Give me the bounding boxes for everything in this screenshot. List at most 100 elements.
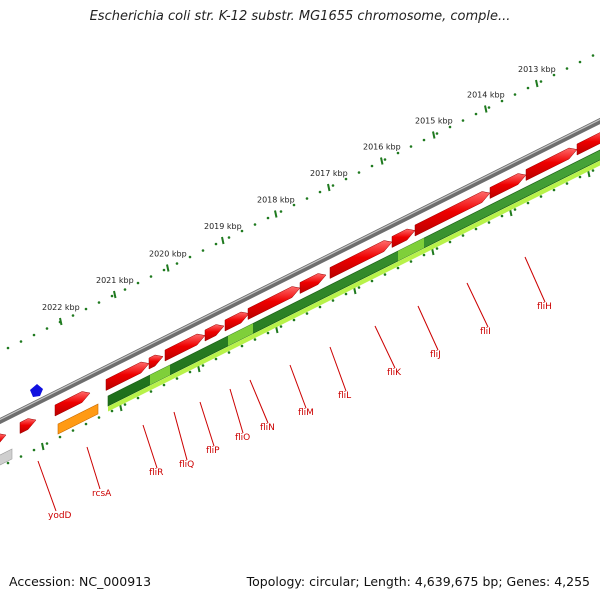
tick-dot xyxy=(396,151,400,155)
rcsA-feature[interactable] xyxy=(57,403,99,435)
major-tick xyxy=(484,105,488,113)
tick-dot xyxy=(591,54,595,57)
tick-dot xyxy=(162,268,166,272)
tick-label: 2020 kbp xyxy=(149,250,187,259)
gene-feature[interactable] xyxy=(299,273,327,294)
tick-dot xyxy=(32,333,36,337)
tick-dot xyxy=(383,158,387,161)
tick-dot xyxy=(305,197,309,200)
tick-dot xyxy=(110,294,114,298)
gene-feature[interactable] xyxy=(148,354,164,370)
tick-dot xyxy=(201,249,205,252)
tick-dot xyxy=(6,346,10,350)
gene-label-fliO[interactable]: fliO xyxy=(235,433,250,443)
inner-tick-dot xyxy=(474,227,478,231)
gene-feature[interactable] xyxy=(525,147,578,181)
marker-icon[interactable] xyxy=(30,384,43,397)
major-tick xyxy=(535,79,539,88)
inner-tick-dot xyxy=(318,305,322,309)
gene-pointer-line xyxy=(229,388,244,434)
tick-label: 2018 kbp xyxy=(257,196,295,205)
inner-tick-dot xyxy=(331,299,335,302)
tick-dot xyxy=(331,184,335,187)
inner-tick-dot xyxy=(305,312,309,315)
inner-tick-dot xyxy=(32,448,36,452)
gene-feature[interactable] xyxy=(576,131,600,156)
gene-feature[interactable] xyxy=(391,228,416,248)
tick-dot xyxy=(45,327,49,330)
gene-feature[interactable] xyxy=(0,433,7,450)
gene-label-fliJ[interactable]: fliJ xyxy=(430,350,441,360)
cds-segment[interactable] xyxy=(228,323,253,347)
inner-tick-dot xyxy=(227,351,231,354)
tick-dot xyxy=(292,203,296,207)
accession-label: Accession: NC_000913 xyxy=(9,574,152,589)
tick-label: 2013 kbp xyxy=(518,65,556,74)
inner-tick-dot xyxy=(162,383,166,387)
major-tick xyxy=(327,183,331,192)
inner-tick-dot xyxy=(461,234,465,237)
gene-label-yodD[interactable]: yodD xyxy=(48,511,72,521)
inner-tick-dot xyxy=(448,240,452,244)
gene-label-fliQ[interactable]: fliQ xyxy=(179,460,194,470)
cds-segment[interactable] xyxy=(150,365,170,385)
inner-tick-dot xyxy=(552,188,556,192)
gene-label-fliI[interactable]: fliI xyxy=(480,327,491,337)
gene-feature[interactable] xyxy=(224,311,250,332)
gene-feature[interactable] xyxy=(54,391,91,417)
gene-feature[interactable] xyxy=(204,324,225,342)
cds-track[interactable] xyxy=(107,144,600,407)
inner-tick-dot xyxy=(84,422,88,426)
tick-dot xyxy=(500,99,504,103)
gene-feature[interactable] xyxy=(164,333,206,362)
inner-tick-dot xyxy=(292,318,296,322)
tick-dot xyxy=(188,255,192,259)
gene-feature[interactable] xyxy=(329,240,393,279)
inner-tick-dot xyxy=(279,325,283,328)
tick-dot xyxy=(279,210,283,213)
gene-label-fliM[interactable]: fliM xyxy=(298,408,314,418)
inner-tick-dot xyxy=(357,286,361,289)
gene-feature[interactable] xyxy=(19,418,37,434)
tick-dot xyxy=(214,242,218,246)
gene-label-fliL[interactable]: fliL xyxy=(338,391,351,401)
inner-tick-dot xyxy=(344,292,348,296)
inner-tick-dot xyxy=(149,390,153,393)
tick-dot xyxy=(240,229,244,233)
tick-dot xyxy=(461,119,465,122)
cds-segment[interactable] xyxy=(398,238,424,261)
gene-label-fliR[interactable]: fliR xyxy=(149,468,163,478)
gene-label-fliK[interactable]: fliK xyxy=(387,368,402,378)
inner-tick-dot xyxy=(409,260,413,263)
gene-label-rcsA[interactable]: rcsA xyxy=(92,489,112,499)
tick-dot xyxy=(19,340,23,343)
cds-sub-track[interactable] xyxy=(108,155,600,412)
gene-feature[interactable] xyxy=(105,361,150,391)
tick-dot xyxy=(71,314,75,317)
major-tick xyxy=(166,264,170,272)
tick-dot xyxy=(565,67,569,70)
major-tick xyxy=(59,317,63,326)
inner-tick-dot xyxy=(526,201,530,205)
gene-pointer-line xyxy=(466,282,489,328)
tick-label: 2015 kbp xyxy=(415,117,453,126)
major-tick xyxy=(221,236,225,245)
inner-tick-dot xyxy=(188,370,192,374)
gene-feature[interactable] xyxy=(247,286,301,320)
tick-dot xyxy=(84,307,88,311)
gene-label-fliH[interactable]: fliH xyxy=(537,302,552,312)
gene-label-fliN[interactable]: fliN xyxy=(260,423,275,433)
inner-tick-dot xyxy=(110,409,114,413)
gene-feature[interactable] xyxy=(489,173,527,199)
gene-pointer-line xyxy=(37,460,57,512)
gene-label-fliP[interactable]: fliP xyxy=(206,446,220,456)
gene-pointer-line xyxy=(417,305,439,351)
tick-dot xyxy=(344,177,348,181)
grey-feature[interactable] xyxy=(0,448,13,471)
gene-feature[interactable] xyxy=(414,191,491,237)
gene-pointer-line xyxy=(329,346,347,392)
tick-dot xyxy=(357,171,361,174)
inner-tick-dot xyxy=(6,461,10,465)
